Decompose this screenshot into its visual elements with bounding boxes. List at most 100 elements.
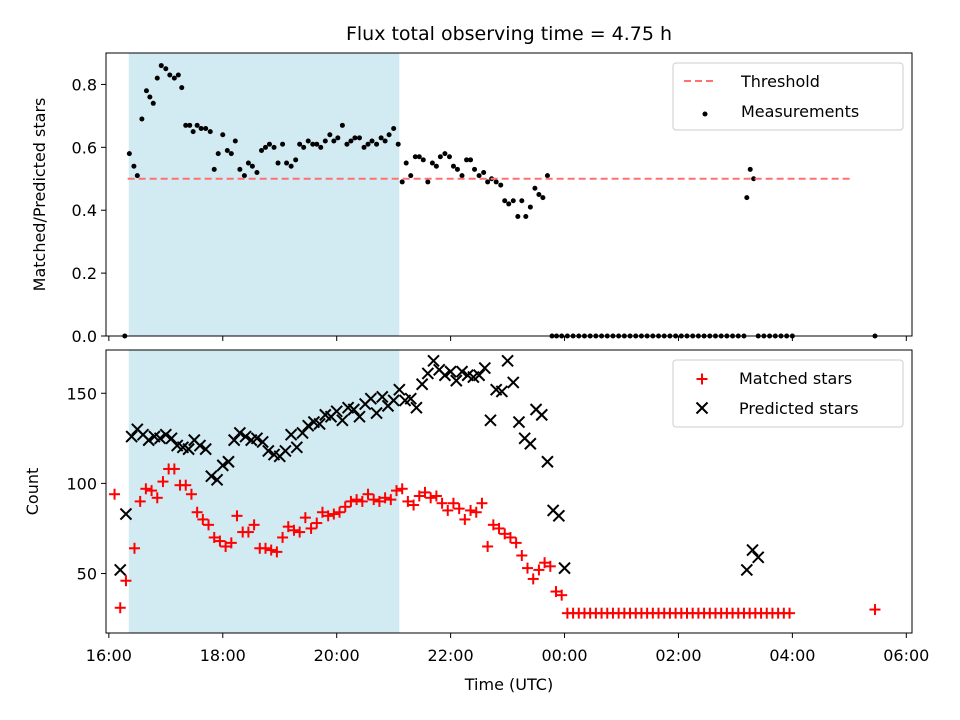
measurement-point [143,88,149,94]
measurement-point [536,192,542,197]
matched-star-point [408,499,420,511]
predicted-star-stroke-b [193,439,207,452]
predicted-star-stroke-b [279,444,292,458]
measurement-point [386,132,392,138]
predicted-star-stroke-b [529,403,543,416]
predicted-star-point [353,410,366,423]
measurement-point [412,154,418,160]
measurement-point [314,141,320,147]
predicted-star-stroke-b [478,361,491,375]
matched-star-point [242,526,254,538]
matched-star-point [265,544,277,556]
predicted-star-point [558,561,571,575]
matched-star-point [465,504,477,516]
predicted-star-stroke-b [256,435,269,449]
predicted-star-stroke-b [364,392,378,405]
measurement-point [203,125,209,131]
measurement-point [425,179,431,185]
measurement-point [232,138,238,144]
matched-star-point [203,519,215,531]
legend-predicted-swatch [695,401,709,415]
predicted-star-point [216,459,229,472]
predicted-star-stroke-b [341,401,355,414]
matched-star-point [368,494,380,506]
measurement-point [198,125,204,131]
matched-star-point [544,560,556,572]
predicted-star-stroke-b [438,369,452,382]
measurement-point [284,160,290,166]
matched-star-point [322,510,334,522]
measurement-point [365,141,371,147]
legend-predicted-label: Predicted stars [739,399,859,418]
measurement-point [429,160,435,166]
predicted-star-stroke-b [290,441,304,454]
predicted-star-point [336,414,349,427]
measurement-point [744,195,750,201]
predicted-star-stroke-b [114,563,127,577]
measurement-point [382,138,388,144]
matched-star-point [402,495,414,507]
predicted-star-point [444,365,457,378]
matched-star-point [140,483,152,495]
measurement-point [416,154,422,160]
legend-measurements-swatch [702,111,708,117]
predicted-star-point [364,392,378,405]
measurement-point [506,201,512,207]
top-y-tick-label: 0.8 [72,75,97,94]
matched-star-point [442,504,454,516]
predicted-star-point [330,405,343,418]
predicted-star-stroke-b [353,410,366,423]
matched-star-point [128,542,140,554]
matched-star-point [869,604,881,616]
top-legend: Threshold Measurements [672,62,904,131]
predicted-star-point [153,432,167,445]
measurement-point [167,72,173,78]
matched-star-point [282,521,294,533]
bottom-x-tick-label: 22:00 [428,646,474,665]
measurement-point [183,122,189,128]
predicted-star-point [233,426,247,440]
predicted-star-point [450,374,463,387]
matched-star-point [430,490,442,502]
predicted-star-stroke-b [524,437,537,450]
measurement-point [476,173,482,179]
matched-star-point [493,522,505,534]
x-axis-label: Time (UTC) [464,675,553,694]
measurement-point [194,122,200,128]
measurement-point [468,157,474,163]
bottom-panel: 50 100 150 16:00 18:00 20:00 22:00 00:00 02:00 0… [23,349,929,694]
top-y-axis-label: Matched/Predicted stars [30,98,49,292]
predicted-star-stroke-b [415,378,429,391]
measurement-point [510,198,516,204]
predicted-star-point [159,428,173,441]
predicted-star-stroke-b [119,507,133,521]
measurement-point [344,141,350,147]
measurement-point [399,179,405,185]
predicted-star-stroke-b [501,354,514,368]
matched-star-point [305,522,317,534]
matched-star-point [259,542,271,554]
predicted-star-stroke-b [740,563,754,577]
matched-star-point [522,562,534,574]
predicted-star-point [535,408,548,422]
measurement-point [454,166,460,172]
measurement-point [437,154,443,160]
measurement-point [249,163,255,169]
matched-star-point [294,526,306,538]
predicted-star-stroke-b [176,441,190,454]
matched-star-point [533,564,545,576]
measurement-point [420,157,426,163]
measurement-point [245,160,251,166]
measurement-point [403,160,409,166]
matched-star-point [362,488,374,500]
predicted-star-point [410,401,423,414]
predicted-star-stroke-b [495,385,509,398]
predicted-star-stroke-b [461,369,474,382]
predicted-star-stroke-b [427,354,440,368]
matched-star-point [470,506,482,518]
top-highlight-span [128,53,400,336]
matched-star-point [373,495,385,507]
legend-measurements-label: Measurements [741,102,859,121]
predicted-star-point [142,433,155,447]
predicted-stars-points [114,354,765,577]
